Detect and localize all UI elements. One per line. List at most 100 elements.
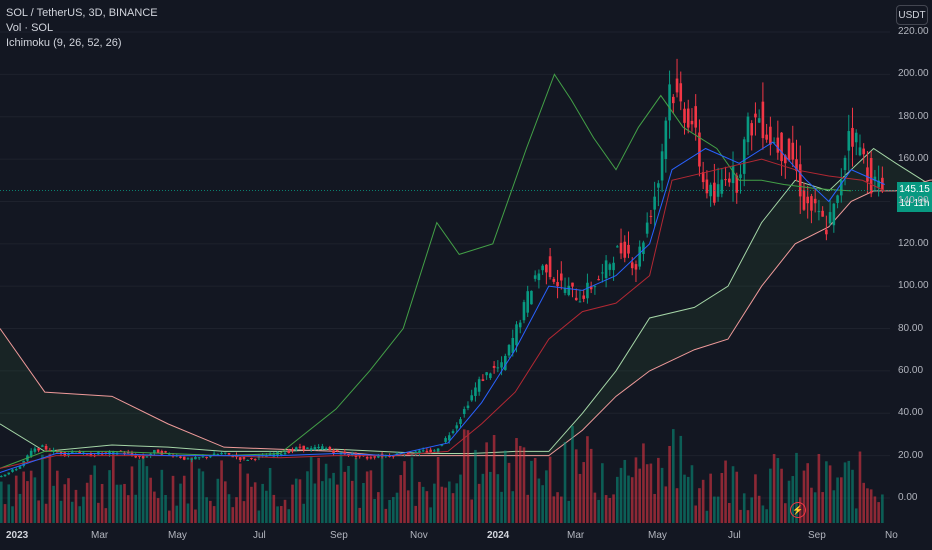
candle-body: [877, 180, 880, 188]
candle-body: [339, 452, 343, 454]
volume-bar: [283, 499, 287, 523]
time-tick-label: 2023: [6, 530, 29, 541]
candle-body: [410, 454, 414, 456]
volume-bar: [421, 486, 425, 523]
candle-body: [470, 395, 473, 401]
candle-body: [37, 448, 40, 451]
candle-body: [604, 260, 608, 279]
volume-bar: [657, 457, 660, 523]
candle-body: [466, 405, 470, 409]
candle-body: [627, 244, 630, 254]
volume-bar: [813, 492, 817, 523]
volume-bar: [705, 510, 709, 523]
candle-body: [496, 367, 500, 369]
volume-bar: [660, 467, 664, 523]
volume-bar: [250, 486, 253, 523]
time-tick-label: Jul: [728, 530, 741, 541]
candle-body: [780, 132, 783, 162]
candle-body: [586, 282, 589, 299]
volume-bar: [541, 485, 544, 523]
candle-body: [220, 452, 223, 455]
candle-body: [653, 196, 656, 210]
candle-body: [462, 409, 466, 415]
candle-body: [414, 451, 417, 455]
time-tick-label: Mar: [91, 530, 109, 541]
candle-body: [589, 286, 593, 290]
volume-bar: [130, 466, 134, 523]
candle-body: [48, 450, 52, 452]
lightning-icon[interactable]: ⚡: [790, 502, 806, 518]
candle-body: [33, 448, 37, 452]
candle-body: [11, 469, 14, 472]
volume-bar: [586, 436, 589, 523]
volume-bar: [780, 468, 783, 523]
volume-bar: [448, 481, 451, 523]
candle-body: [287, 450, 291, 454]
volume-bar: [365, 471, 369, 523]
time-tick-label: May: [168, 530, 187, 541]
candle-body: [253, 458, 257, 460]
ichimoku-indicator-label[interactable]: Ichimoku (9, 26, 52, 26): [6, 37, 122, 49]
candle-body: [686, 108, 690, 128]
candle-body: [444, 438, 447, 442]
volume-bar: [350, 480, 354, 523]
candle-body: [194, 456, 197, 460]
volume-bar: [701, 479, 705, 523]
volume-bar: [840, 477, 843, 523]
volume-bar: [574, 449, 578, 523]
candle-body: [548, 256, 552, 278]
candle-body: [724, 179, 727, 181]
volume-bar: [112, 453, 115, 523]
volume-bar: [141, 455, 145, 523]
candle-body: [365, 457, 369, 459]
volume-bar: [265, 490, 268, 523]
candle-body: [85, 453, 89, 455]
candle-body: [324, 448, 328, 450]
candle-body: [832, 203, 836, 226]
volume-bar: [511, 491, 515, 523]
volume-bar: [324, 463, 328, 523]
volume-bar: [746, 510, 750, 523]
volume-bar: [716, 496, 720, 523]
candle-body: [164, 451, 167, 453]
candle-body: [825, 229, 828, 235]
candle-body: [227, 453, 231, 455]
candle-body: [563, 287, 567, 293]
candle-body: [616, 246, 619, 248]
candle-body: [481, 379, 485, 382]
candle-body: [18, 466, 22, 469]
volume-bar: [567, 500, 571, 523]
volume-bar: [866, 488, 869, 523]
volume-bar: [138, 459, 141, 523]
candle-body: [224, 452, 227, 454]
volume-bar: [619, 467, 623, 523]
candle-body: [138, 455, 141, 457]
volume-bar: [742, 493, 746, 523]
volume-bar: [276, 506, 279, 523]
volume-bar: [672, 429, 675, 523]
candle-body: [153, 450, 156, 453]
candle-body: [810, 196, 813, 211]
symbol-title[interactable]: SOL / TetherUS, 3D, BINANCE: [6, 7, 158, 19]
volume-bar: [354, 458, 358, 523]
candle-body: [283, 452, 287, 455]
volume-bar: [179, 483, 182, 523]
volume-bar: [728, 502, 731, 523]
currency-button[interactable]: USDT: [896, 5, 928, 25]
volume-bar: [597, 499, 600, 523]
volume-bar: [309, 456, 313, 523]
volume-bar: [238, 463, 242, 523]
volume-bar: [123, 483, 126, 523]
candle-body: [858, 147, 862, 156]
volume-bar: [459, 474, 462, 523]
candle-body: [601, 272, 604, 274]
volume-bar: [683, 474, 686, 523]
candle-body: [392, 455, 395, 457]
volume-bar: [14, 475, 18, 523]
candle-body: [291, 449, 294, 451]
volume-indicator-label[interactable]: Vol · SOL: [6, 22, 54, 34]
candle-body: [455, 425, 459, 429]
volume-bar: [462, 429, 466, 523]
